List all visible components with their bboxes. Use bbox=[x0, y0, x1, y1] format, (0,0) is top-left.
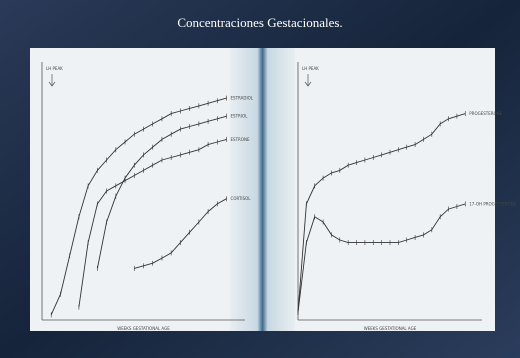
slide: Concentraciones Gestacionales. LH PEAK WE… bbox=[0, 0, 520, 358]
annotation: LH PEAK bbox=[302, 66, 319, 71]
series-label: 17-OH PROGESTERONE bbox=[469, 201, 516, 206]
series-label: ESTRIOL bbox=[231, 114, 249, 119]
book-gutter bbox=[230, 48, 295, 331]
annotation: LH PEAK bbox=[46, 66, 63, 71]
slide-title: Concentraciones Gestacionales. bbox=[177, 15, 342, 30]
series-label: CORTISOL bbox=[231, 196, 252, 201]
x-axis-label: WEEKS GESTATIONAL AGE bbox=[117, 326, 170, 331]
page: {"title": "Concentraciones Gestacionales… bbox=[0, 0, 520, 358]
x-axis-label: WEEKS GESTATIONAL AGE bbox=[364, 326, 417, 331]
series-label: PROGESTERONE bbox=[469, 111, 502, 116]
series-label: ESTRONE bbox=[231, 137, 250, 142]
series-label: ESTRADIOL bbox=[231, 96, 254, 101]
